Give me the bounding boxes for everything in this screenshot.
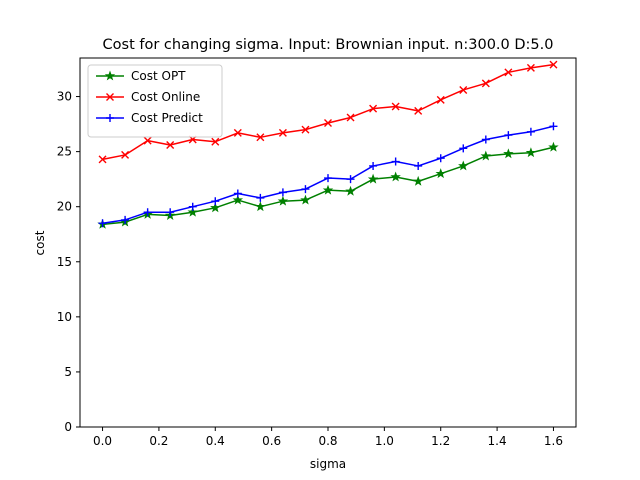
legend-label: Cost Predict <box>131 111 203 125</box>
x-tick-label: 1.0 <box>375 434 394 448</box>
legend-entry: Cost Predict <box>96 111 203 125</box>
data-point <box>526 63 535 72</box>
data-point <box>414 106 423 115</box>
x-tick-label: 0.2 <box>149 434 168 448</box>
legend-marker <box>106 93 114 101</box>
data-point <box>435 168 446 179</box>
y-tick-label: 5 <box>64 365 72 379</box>
data-point <box>345 185 356 196</box>
data-point <box>143 136 152 145</box>
data-point <box>324 174 332 183</box>
y-tick-label: 15 <box>57 255 72 269</box>
x-tick-label: 1.6 <box>544 434 563 448</box>
data-point <box>211 137 220 146</box>
data-point <box>187 206 198 217</box>
data-point <box>412 175 424 186</box>
legend-entry: Cost Online <box>96 90 200 104</box>
axes-frame <box>79 57 577 428</box>
data-point <box>166 208 175 217</box>
data-point <box>369 104 378 113</box>
data-point <box>549 122 558 131</box>
x-tick-label: 0.8 <box>318 434 337 448</box>
legend-marker <box>106 114 114 122</box>
data-point <box>504 131 513 140</box>
data-point <box>301 125 310 134</box>
legend-label: Cost Online <box>131 90 200 104</box>
y-axis-label: cost <box>33 230 47 255</box>
data-point <box>481 135 490 144</box>
y-tick-label: 20 <box>57 200 72 214</box>
plot-area: 0.0 0.2 0.4 0.6 0.8 1.0 1.2 1.4 1.6 0 5 10 15 20 25 30 <box>57 57 577 448</box>
x-tick-label: 1.2 <box>431 434 450 448</box>
y-tick-label: 25 <box>57 145 72 159</box>
data-point <box>255 201 266 212</box>
data-point <box>301 185 310 194</box>
data-point <box>459 144 468 153</box>
data-point <box>300 194 311 205</box>
data-point <box>166 141 175 150</box>
data-point <box>414 161 423 170</box>
x-tick-label: 0.0 <box>93 434 112 448</box>
data-point <box>458 160 469 171</box>
data-point <box>188 202 197 211</box>
data-point <box>256 133 265 142</box>
y-tick-label: 30 <box>57 90 72 104</box>
legend-entry: Cost OPT <box>96 69 186 83</box>
data-point <box>211 197 220 206</box>
data-point <box>233 189 242 198</box>
legend-box <box>87 64 223 138</box>
data-point <box>549 60 558 69</box>
y-tick-label: 10 <box>57 310 72 324</box>
x-axis-label: sigma <box>310 457 346 471</box>
data-point <box>369 161 378 170</box>
data-point <box>277 195 289 206</box>
data-point <box>367 173 379 184</box>
legend-marker <box>104 70 116 81</box>
legend: Cost OPT Cost Online Cost Predict <box>87 64 223 138</box>
x-tick-label: 1.4 <box>488 434 507 448</box>
data-point <box>346 113 355 122</box>
data-point <box>143 208 152 217</box>
data-point <box>278 128 287 137</box>
data-point <box>391 102 400 111</box>
data-point <box>481 79 490 88</box>
data-point <box>233 128 242 137</box>
data-point <box>459 85 468 94</box>
series-cost-online <box>98 60 558 164</box>
data-point <box>436 154 445 163</box>
data-point <box>480 150 492 161</box>
data-point <box>525 147 537 158</box>
data-point <box>526 127 535 136</box>
data-point <box>121 150 130 159</box>
y-tick-label: 0 <box>64 420 72 434</box>
data-point <box>324 118 332 127</box>
data-point <box>98 155 107 164</box>
x-tick-label: 0.6 <box>262 434 281 448</box>
data-point <box>390 171 401 182</box>
data-point <box>548 141 559 152</box>
data-point <box>278 188 287 197</box>
data-point <box>391 157 400 166</box>
data-point <box>346 175 355 184</box>
data-point <box>503 148 514 159</box>
data-point <box>436 95 445 104</box>
data-point <box>98 219 107 228</box>
legend-label: Cost OPT <box>131 69 186 83</box>
data-point <box>322 184 334 195</box>
chart-title: Cost for changing sigma. Input: Brownian… <box>103 37 554 53</box>
data-point <box>121 215 130 224</box>
series-cost-predict <box>98 122 558 228</box>
data-point <box>210 202 221 213</box>
data-point <box>232 194 244 205</box>
data-point <box>504 68 513 77</box>
x-tick-label: 0.4 <box>206 434 225 448</box>
data-point <box>256 193 265 202</box>
